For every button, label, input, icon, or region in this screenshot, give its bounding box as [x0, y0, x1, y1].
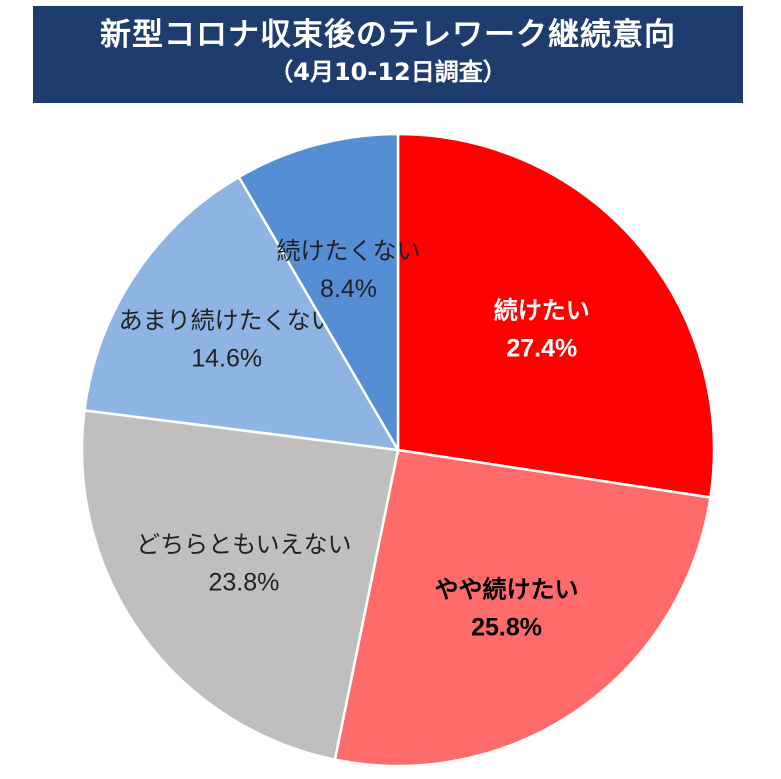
slice-value-label: 14.6% [191, 345, 262, 373]
slice-label: どちらともいえない [136, 530, 352, 558]
slice-value-label: 23.8% [208, 568, 279, 596]
slice-value-label: 27.4% [506, 334, 577, 362]
pie-slice [83, 175, 401, 452]
slice-label: 続けたい [494, 296, 590, 324]
pie-slice [333, 448, 712, 768]
slice-label: あまり続けたくない [119, 307, 335, 335]
chart-title: 新型コロナ収束後のテレワーク継続意向 [100, 17, 676, 53]
pie-slice [237, 132, 400, 455]
slice-label: 続けたくない [277, 237, 421, 265]
pie-slice [396, 132, 716, 499]
slice-label: やや続けたい [435, 575, 579, 603]
chart-subtitle: （4月10-12日調査） [269, 58, 507, 86]
slice-value-label: 8.4% [320, 275, 377, 303]
pie-slice [80, 408, 400, 762]
slice-value-label: 25.8% [471, 613, 542, 641]
title-banner: 新型コロナ収束後のテレワーク継続意向 （4月10-12日調査） [33, 6, 743, 103]
